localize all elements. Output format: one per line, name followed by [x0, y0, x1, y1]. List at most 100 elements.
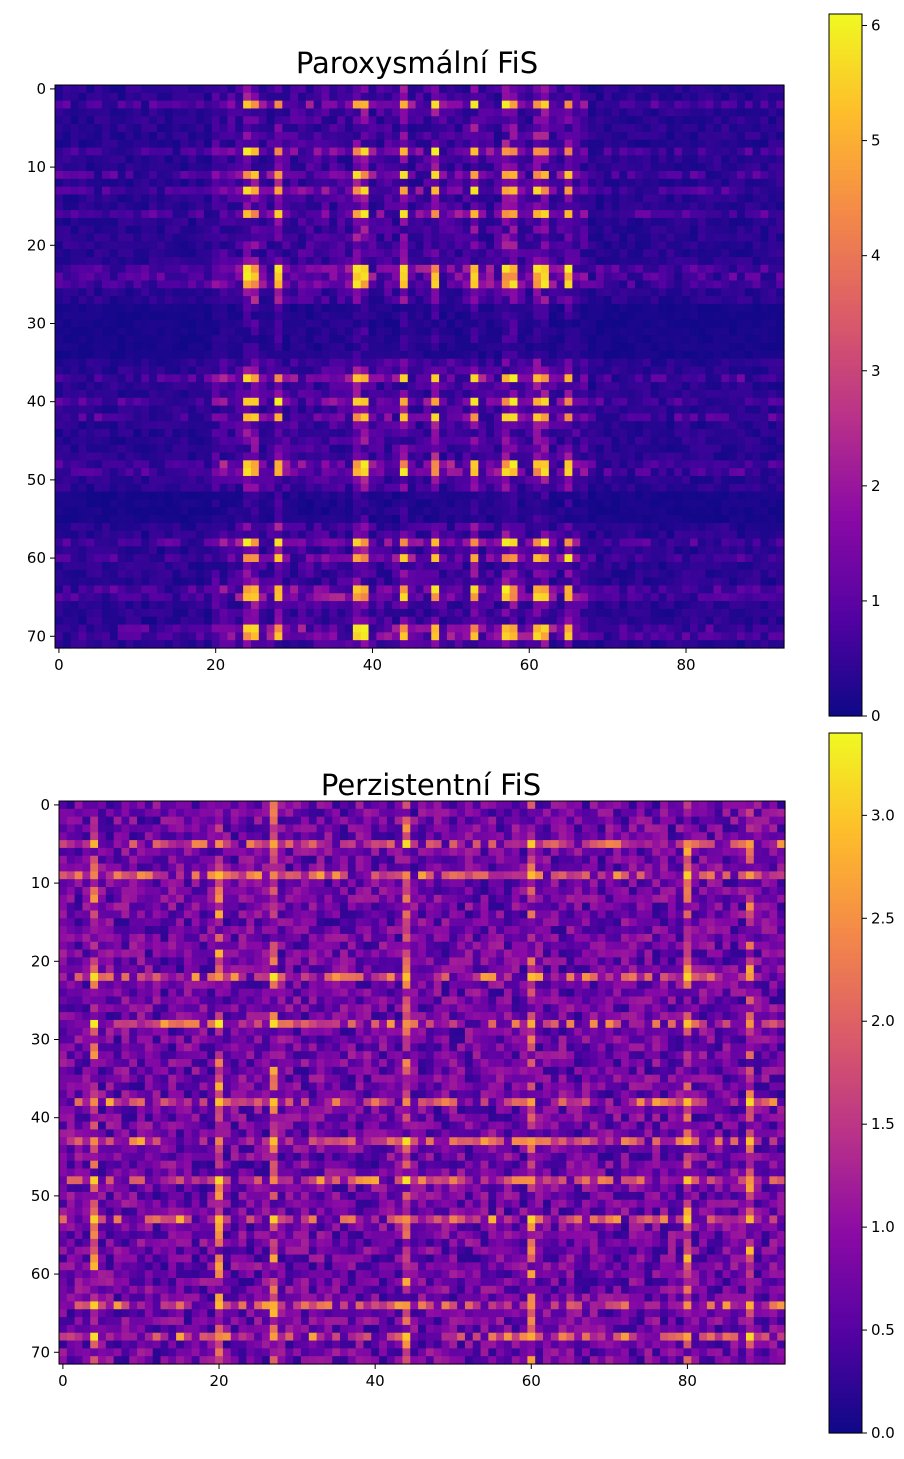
heatmap-cell — [509, 483, 519, 493]
heatmap-cell — [219, 272, 229, 282]
heatmap-cell — [752, 147, 762, 156]
heatmap-cell — [164, 389, 174, 399]
heatmap-cell — [517, 382, 526, 391]
heatmap-cell — [219, 319, 229, 328]
heatmap-cell — [470, 147, 479, 156]
heatmap-cell — [86, 491, 95, 501]
heatmap-cell — [141, 280, 150, 289]
heatmap-cell — [219, 264, 229, 274]
heatmap-cell — [768, 475, 777, 485]
heatmap-cell — [78, 335, 87, 344]
heatmap-cell — [117, 452, 127, 461]
heatmap-cell — [603, 288, 613, 297]
heatmap-cell — [290, 389, 299, 399]
heatmap-cell — [635, 257, 644, 266]
heatmap-cell — [188, 491, 197, 501]
heatmap-cell — [595, 350, 605, 360]
heatmap-cell — [188, 429, 197, 438]
heatmap-cell — [501, 483, 511, 493]
heatmap-cell — [541, 343, 550, 352]
heatmap-cell — [682, 303, 691, 313]
heatmap-cell — [446, 288, 456, 297]
heatmap-cell — [266, 343, 276, 352]
heatmap-cell — [556, 210, 566, 219]
heatmap-cell — [603, 264, 613, 274]
heatmap-cell — [172, 92, 182, 102]
heatmap-cell — [156, 108, 166, 117]
heatmap-cell — [235, 194, 244, 203]
heatmap-cell — [627, 343, 636, 352]
heatmap-cell — [744, 358, 754, 368]
heatmap-cell — [689, 319, 699, 328]
heatmap-cell — [611, 444, 620, 454]
heatmap-cell — [376, 468, 385, 477]
heatmap-cell — [62, 241, 72, 250]
heatmap-cell — [431, 249, 440, 258]
heatmap-cell — [697, 475, 707, 485]
heatmap-cell — [627, 139, 636, 149]
heatmap-cell — [313, 178, 323, 188]
heatmap-cell — [94, 374, 103, 383]
heatmap-cell — [188, 327, 197, 336]
heatmap-cell — [203, 405, 213, 415]
heatmap-cell — [642, 421, 652, 430]
heatmap-cell — [219, 217, 229, 227]
heatmap-cell — [501, 178, 511, 188]
heatmap-cell — [689, 217, 699, 227]
heatmap-cell — [149, 491, 158, 501]
heatmap-cell — [611, 350, 620, 360]
heatmap-cell — [619, 319, 628, 328]
heatmap-cell — [541, 139, 550, 149]
heatmap-cell — [345, 186, 354, 196]
heatmap-cell — [86, 100, 95, 110]
heatmap-cell — [752, 389, 762, 399]
heatmap-cell — [313, 280, 323, 289]
heatmap-cell — [493, 217, 503, 227]
heatmap-cell — [78, 108, 87, 117]
heatmap-cell — [102, 225, 111, 235]
heatmap-cell — [102, 241, 111, 250]
heatmap-cell — [141, 147, 150, 156]
heatmap-cell — [290, 366, 299, 375]
heatmap-cell — [117, 233, 127, 242]
heatmap-cell — [282, 186, 291, 196]
heatmap-cell — [493, 460, 503, 469]
heatmap-cell — [282, 358, 291, 368]
heatmap-cell — [478, 475, 487, 485]
heatmap-cell — [141, 257, 150, 266]
heatmap-cell — [533, 233, 542, 242]
heatmap-cell — [423, 272, 432, 282]
heatmap-cell — [125, 225, 134, 235]
heatmap-cell — [164, 491, 174, 501]
heatmap-cell — [164, 217, 174, 227]
heatmap-cell — [141, 296, 150, 305]
heatmap-cell — [86, 116, 95, 125]
heatmap-cell — [62, 405, 72, 415]
heatmap-cell — [345, 280, 354, 289]
heatmap-cell — [250, 491, 260, 501]
heatmap-cell — [776, 327, 785, 336]
heatmap-cell — [180, 155, 189, 164]
heatmap-cell — [360, 499, 370, 508]
heatmap-cell — [509, 264, 519, 274]
heatmap-cell — [117, 421, 127, 430]
heatmap-cell — [533, 272, 542, 282]
heatmap-cell — [689, 280, 699, 289]
heatmap-cell — [674, 397, 683, 407]
heatmap-cell — [149, 444, 158, 454]
heatmap-cell — [697, 210, 707, 219]
heatmap-cell — [321, 249, 330, 258]
heatmap-cell — [133, 100, 142, 110]
heatmap-cell — [446, 452, 456, 461]
heatmap-cell — [345, 405, 354, 415]
heatmap-cell — [399, 374, 409, 383]
heatmap-cell — [86, 311, 95, 321]
heatmap-cell — [776, 272, 785, 282]
heatmap-cell — [541, 475, 550, 485]
heatmap-cell — [352, 272, 362, 282]
heatmap-cell — [337, 124, 346, 133]
heatmap-cell — [78, 124, 87, 133]
heatmap-cell — [658, 468, 668, 477]
heatmap-cell — [697, 124, 707, 133]
heatmap-cell — [109, 100, 119, 110]
